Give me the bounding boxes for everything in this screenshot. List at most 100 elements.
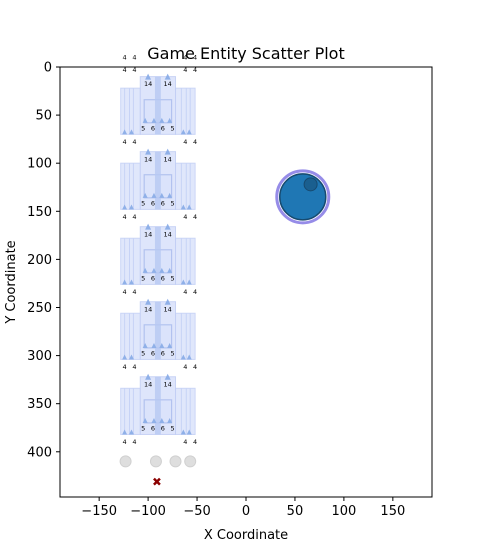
triangle-marker <box>159 117 165 123</box>
mini-label: 6 <box>161 350 165 358</box>
center-band <box>154 226 161 285</box>
mini-label: 4 <box>183 438 187 446</box>
triangle-marker <box>186 429 192 435</box>
x-tick-label: −150 <box>81 504 117 519</box>
mini-label: 14 <box>164 305 172 313</box>
center-band <box>154 76 161 135</box>
triangle-marker <box>186 354 192 360</box>
y-tick-label: 350 <box>27 397 52 412</box>
triangle-marker <box>128 204 134 210</box>
triangle-marker <box>164 148 171 155</box>
gray-circle-point <box>169 455 182 468</box>
chart-title: Game Entity Scatter Plot <box>147 44 344 63</box>
mini-label: 6 <box>151 425 155 433</box>
mini-label: 14 <box>144 155 152 163</box>
wall-right <box>175 237 196 285</box>
gray-circle-point <box>119 455 132 468</box>
triangle-marker <box>164 373 171 380</box>
mini-label: 14 <box>144 230 152 238</box>
y-tick-label: 50 <box>35 109 52 124</box>
triangle-marker <box>167 342 173 348</box>
triangle-marker <box>186 204 192 210</box>
mini-label: 14 <box>144 380 152 388</box>
triangle-marker <box>180 204 186 210</box>
mini-label: 4 <box>123 66 127 74</box>
wall-right <box>175 162 196 210</box>
structure-block: 5 6 6 514 14 <box>120 223 196 285</box>
y-tick-label: 200 <box>27 253 52 268</box>
mini-label: 4 <box>193 138 197 146</box>
wall-left <box>120 162 141 210</box>
mini-label: 6 <box>151 124 155 132</box>
y-tick-label: 100 <box>27 157 52 172</box>
mini-label: 6 <box>161 425 165 433</box>
triangle-marker <box>180 129 186 135</box>
triangle-marker <box>167 117 173 123</box>
mini-label: 4 <box>123 363 127 371</box>
triangle-marker <box>151 117 157 123</box>
triangle-marker <box>142 342 148 348</box>
mini-label: 4 <box>132 213 136 221</box>
axis-ticks: −150 −100 −50 0 50 100 150 0 50 100 150 200 250 300 35… <box>27 61 405 520</box>
gray-circle-point <box>149 455 162 468</box>
mini-label: 5 <box>171 350 175 358</box>
triangle-marker <box>151 342 157 348</box>
wall-right <box>175 312 196 360</box>
triangle-marker <box>122 204 128 210</box>
mini-label: 4 <box>183 213 187 221</box>
enemy-x-point <box>153 477 161 486</box>
triangle-marker <box>128 279 134 285</box>
mini-label: 14 <box>144 80 152 88</box>
center-band <box>154 376 161 435</box>
wall-left <box>120 87 141 135</box>
plot-frame <box>59 66 433 498</box>
mini-label: 4 <box>193 213 197 221</box>
triangle-marker <box>145 223 152 230</box>
plot-content: 5 6 6 514 145 6 6 514 145 6 6 514 145 6 6 514 145 6 6 514 14… <box>119 55 331 486</box>
mini-label: 14 <box>164 380 172 388</box>
triangle-marker <box>142 192 148 198</box>
mini-label: 4 <box>183 138 187 146</box>
triangle-marker <box>128 129 134 135</box>
mini-label: 4 <box>123 213 127 221</box>
mini-label: 5 <box>171 425 175 433</box>
mini-label: 4 <box>123 438 127 446</box>
triangle-marker <box>145 73 152 80</box>
center-band <box>154 151 161 210</box>
gray-circle-point <box>184 455 197 468</box>
mini-label: 4 <box>193 53 197 61</box>
mini-label: 4 <box>183 66 187 74</box>
mini-label: 4 <box>193 363 197 371</box>
triangle-marker <box>159 342 165 348</box>
mini-label: 14 <box>164 155 172 163</box>
mini-label: 5 <box>141 55 145 63</box>
mini-label: 6 <box>161 124 165 132</box>
triangle-marker <box>151 192 157 198</box>
triangle-marker <box>180 279 186 285</box>
y-tick-label: 150 <box>27 205 52 220</box>
triangle-marker <box>128 354 134 360</box>
mini-label: 5 <box>141 124 145 132</box>
triangle-marker <box>167 418 173 424</box>
triangle-marker <box>186 129 192 135</box>
triangle-marker <box>180 354 186 360</box>
x-axis-label: X Coordinate <box>204 528 288 543</box>
structure-block: 5 6 6 514 14 <box>120 148 196 210</box>
mini-label: 4 <box>132 288 136 296</box>
mini-label: 5 <box>141 350 145 358</box>
mini-label: 4 <box>183 53 187 61</box>
triangle-marker <box>128 429 134 435</box>
wall-left <box>120 237 141 285</box>
wall-left <box>120 312 141 360</box>
mini-label: 6 <box>151 350 155 358</box>
triangle-marker <box>164 298 171 305</box>
y-tick-label: 300 <box>27 349 52 364</box>
structure-block: 5 6 6 514 14 <box>120 373 196 435</box>
triangle-marker <box>180 429 186 435</box>
mini-label: 4 <box>132 66 136 74</box>
mini-label: 4 <box>132 138 136 146</box>
mini-label: 4 <box>123 288 127 296</box>
triangle-marker <box>145 298 152 305</box>
